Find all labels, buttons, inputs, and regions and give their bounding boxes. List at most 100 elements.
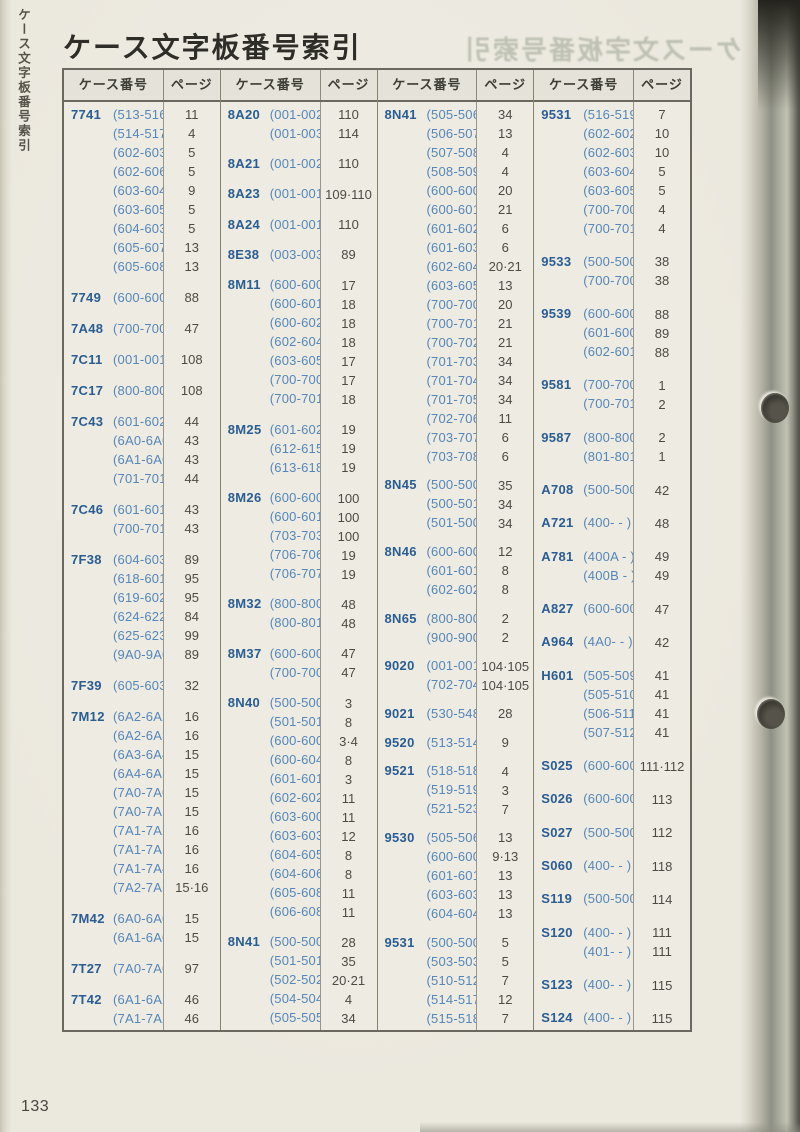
row-spacer — [64, 276, 220, 288]
page-ref: 5 — [658, 183, 666, 198]
page-ref: 5 — [188, 164, 196, 179]
case-range: (604-605) — [269, 847, 321, 863]
case-range: (604-603) — [113, 551, 164, 567]
case-number-cell: (7A1-7A3) — [64, 841, 164, 859]
page-ref: 43 — [184, 452, 199, 467]
case-code: S027 — [541, 824, 573, 840]
case-code: 7A48 — [71, 320, 104, 336]
case-range: (603-604) — [113, 182, 164, 198]
case-number-cell: 8N65 (800-800) — [378, 610, 478, 628]
case-number-index-table: ケース番号 ページ 7741(513-516)11(514-517)4(602-… — [62, 68, 692, 1032]
row-spacer — [221, 477, 377, 488]
page-ref: 13 — [498, 906, 513, 922]
case-number-cell: (601-602) — [378, 220, 478, 238]
case-number-cell: (6A2-6A3) — [64, 727, 164, 745]
case-number-cell: (601-601) — [378, 562, 478, 580]
case-number-cell: (900-900) — [378, 629, 478, 647]
case-code: A708 — [541, 482, 574, 498]
table-row: (600-601) 18 — [221, 295, 377, 314]
page-ref: 19 — [341, 422, 356, 438]
page-ref: 2 — [658, 430, 666, 446]
case-code: A721 — [541, 515, 574, 531]
case-range: (500-500) — [269, 934, 321, 950]
table-row: (7A1-7A4) 16 — [64, 859, 220, 878]
case-number-cell: (604-603) — [64, 220, 164, 238]
page-ref: 47 — [341, 646, 356, 662]
case-range: (001-002) — [269, 106, 321, 122]
table-row: (700-701) 2 — [534, 395, 690, 414]
page-ref: 41 — [654, 706, 670, 722]
column-body: 8A20(001-002)110(001-003)1148A21(001-002… — [221, 102, 377, 1030]
table-row: (612-615) 19 — [221, 439, 377, 458]
case-range: (600-602) — [269, 315, 321, 331]
table-row: (603-604) 5 — [534, 162, 690, 181]
case-number-cell: 8M37 (600-600) — [221, 645, 321, 663]
table-row: 8N41 (500-500) 28 — [221, 933, 377, 952]
case-number-cell: (504-504) — [221, 990, 321, 1008]
table-row: 9581 (700-700) 1 — [534, 376, 690, 395]
case-range: (800-801) — [269, 615, 321, 631]
case-range: (602-602) — [583, 125, 634, 141]
case-range: (603-600) — [269, 809, 321, 825]
case-range: (6A2-6A2) — [113, 708, 164, 724]
case-number-cell: (605-607) — [64, 239, 164, 257]
page-ref: 115 — [651, 977, 673, 993]
row-spacer — [378, 923, 534, 933]
case-number-cell: (702-706) — [378, 410, 478, 428]
page-ref: 2 — [501, 611, 509, 627]
case-range: (600-600) — [269, 645, 321, 661]
page-ref: 38 — [654, 254, 670, 270]
page-ref: 19 — [341, 460, 356, 476]
case-code: 9520 — [384, 734, 415, 750]
case-number-cell: (701-701) — [64, 470, 164, 488]
case-number-cell: (508-509) — [378, 163, 478, 181]
case-code: A964 — [541, 634, 574, 650]
row-spacer — [534, 362, 690, 376]
case-number-cell: (507-508) — [378, 144, 478, 162]
case-number-cell: (603-605) — [221, 352, 321, 370]
case-code: 7C46 — [71, 501, 104, 517]
case-number-cell: (603-603) — [378, 886, 478, 904]
case-range: (505-506) — [426, 106, 478, 122]
row-spacer — [64, 664, 220, 676]
table-row: 8N41 (505-506) 34 — [378, 105, 534, 124]
case-range: (508-509) — [426, 163, 478, 179]
table-row: 7C43 (601-602) 44 — [64, 412, 220, 431]
case-range: (6A1-6A0) — [113, 929, 164, 945]
table-row: (605-608) 11 — [221, 884, 377, 903]
table-row: (700-700) 20 — [378, 295, 534, 314]
case-range: (602-604) — [426, 258, 478, 274]
case-range: (601-602) — [113, 413, 164, 429]
table-row: (701-701) 44 — [64, 469, 220, 488]
page-ref: 4 — [188, 126, 196, 141]
case-range: (700-700) — [583, 377, 634, 393]
case-number-cell: (600-600) — [378, 848, 478, 866]
row-spacer — [534, 776, 690, 790]
table-row: (700-701) 18 — [221, 390, 377, 409]
page-ref: 10 — [654, 126, 670, 141]
table-row: 9520 (513-514) 9 — [378, 733, 534, 752]
case-range: (702-706) — [426, 410, 478, 426]
case-code: 7C43 — [71, 413, 104, 429]
case-number-cell: 8M25 (601-602) — [221, 421, 321, 439]
case-range: (400- - ) — [583, 924, 632, 940]
case-number-cell: 7A48 (700-700) — [64, 320, 164, 338]
page-ref: 100 — [337, 509, 360, 525]
case-range: (605-607) — [113, 239, 164, 255]
case-number-cell: (700-700) — [221, 664, 321, 682]
row-spacer — [64, 488, 220, 500]
page-ref: 13 — [498, 830, 513, 846]
page-ref: 84 — [184, 609, 199, 624]
page-ref: 10 — [654, 145, 670, 160]
case-range: (624-622) — [113, 608, 164, 624]
case-range: (503-503) — [426, 953, 478, 969]
case-range: (505-506) — [426, 829, 478, 845]
page-ref: 20 — [498, 297, 513, 312]
case-number-cell: (700-701) — [378, 315, 478, 333]
case-number-cell: (514-517) — [378, 991, 478, 1009]
index-column-2: ケース番号 ページ 8A20(001-002)110(001-003)1148A… — [219, 70, 377, 1030]
case-number-cell: (706-706) — [221, 546, 321, 564]
case-range: (600-600) — [269, 490, 321, 506]
table-row: (521-523) 7 — [378, 800, 534, 819]
page-ref: 8 — [344, 866, 353, 882]
